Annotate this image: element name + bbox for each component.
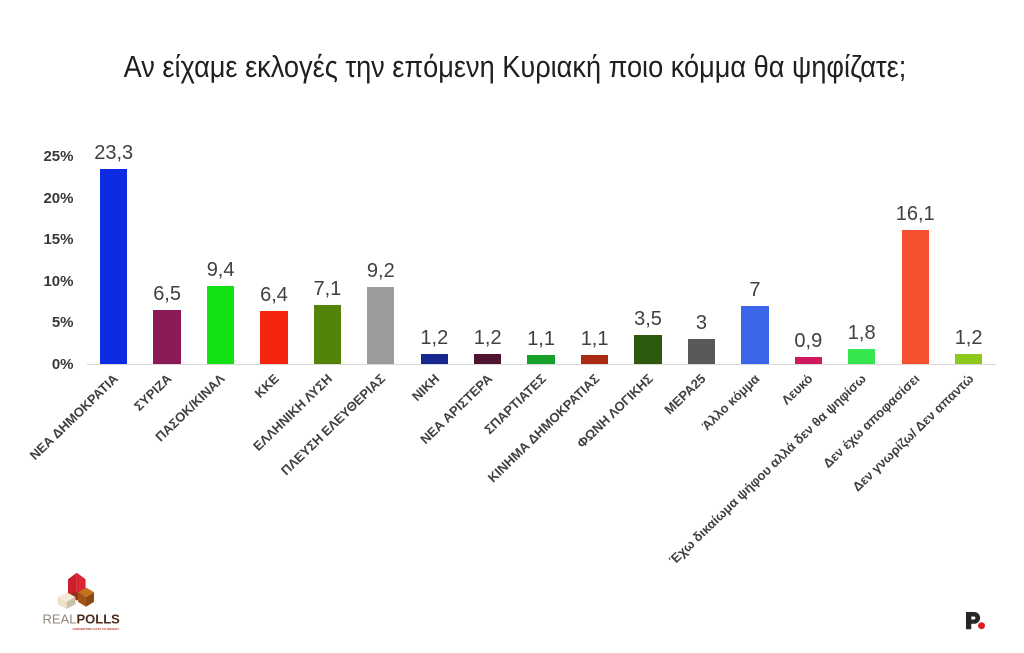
svg-text:POLLS: POLLS xyxy=(77,612,121,627)
svg-text:REAL: REAL xyxy=(43,612,77,627)
svg-text:CONVERTING DATA TO INSIGHT: CONVERTING DATA TO INSIGHT xyxy=(73,627,120,631)
